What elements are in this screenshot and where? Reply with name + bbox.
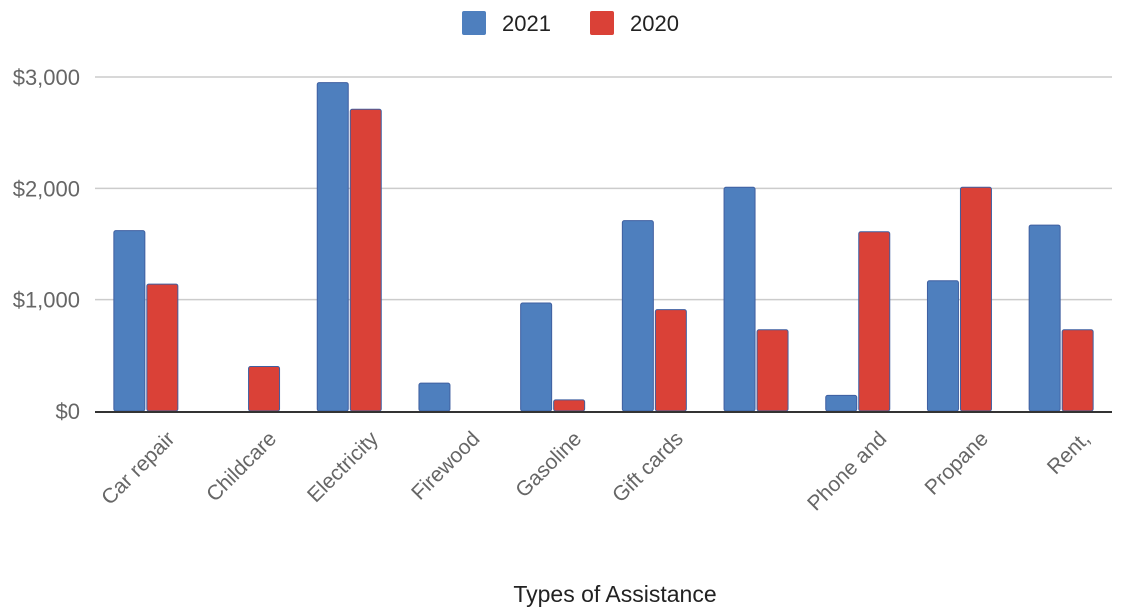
x-tick-label: Firewood — [407, 427, 484, 504]
bar-2020-7 — [858, 231, 891, 412]
bar-2020-5 — [654, 309, 687, 412]
x-tick-label: Car repair — [97, 427, 179, 509]
bar-2021-3 — [418, 382, 451, 412]
bar-2020-1 — [248, 365, 281, 412]
bar-2021-5 — [621, 220, 654, 412]
bar-2020-8 — [959, 186, 992, 412]
bar-2020-9 — [1061, 329, 1094, 412]
bar-2021-0 — [113, 230, 146, 412]
x-tick-label: Childcare — [202, 427, 281, 506]
x-axis-category-labels: Car repair Childcare Electricity Firewood Ga… — [97, 427, 1095, 515]
bar-2020-6 — [756, 329, 789, 412]
y-tick-label: $2,000 — [13, 176, 80, 201]
bar-2021-8 — [926, 280, 959, 412]
bar-2020-2 — [349, 108, 382, 412]
legend-label: 2020 — [630, 11, 679, 36]
x-tick-label: Phone and — [803, 427, 891, 515]
x-tick-label: Gift cards — [608, 427, 688, 507]
bar-2021-7 — [825, 394, 858, 412]
x-tick-label: Gasoline — [511, 427, 586, 502]
legend-swatch-2021 — [462, 11, 486, 35]
gridlines — [95, 76, 1112, 301]
bar-2020-0 — [146, 283, 179, 412]
x-tick-label: Electricity — [303, 427, 383, 507]
bar-2020-4 — [553, 399, 586, 412]
x-tick-label: Rent, — [1043, 427, 1095, 479]
bar-2021-6 — [723, 186, 756, 412]
x-tick-label: Propane — [921, 427, 993, 499]
bar-2021-4 — [520, 302, 553, 412]
legend-swatch-2020 — [590, 11, 614, 35]
bar-2021-2 — [316, 82, 349, 412]
y-axis-ticks: $0 $1,000 $2,000 $3,000 — [13, 65, 80, 424]
legend-label: 2021 — [502, 11, 551, 36]
y-tick-label: $3,000 — [13, 65, 80, 90]
y-tick-label: $0 — [56, 399, 80, 424]
x-axis-title: Types of Assistance — [513, 581, 716, 607]
bar-2021-9 — [1028, 224, 1061, 412]
legend: 2021 2020 — [462, 11, 679, 36]
bars — [113, 82, 1094, 412]
y-tick-label: $1,000 — [13, 288, 80, 313]
